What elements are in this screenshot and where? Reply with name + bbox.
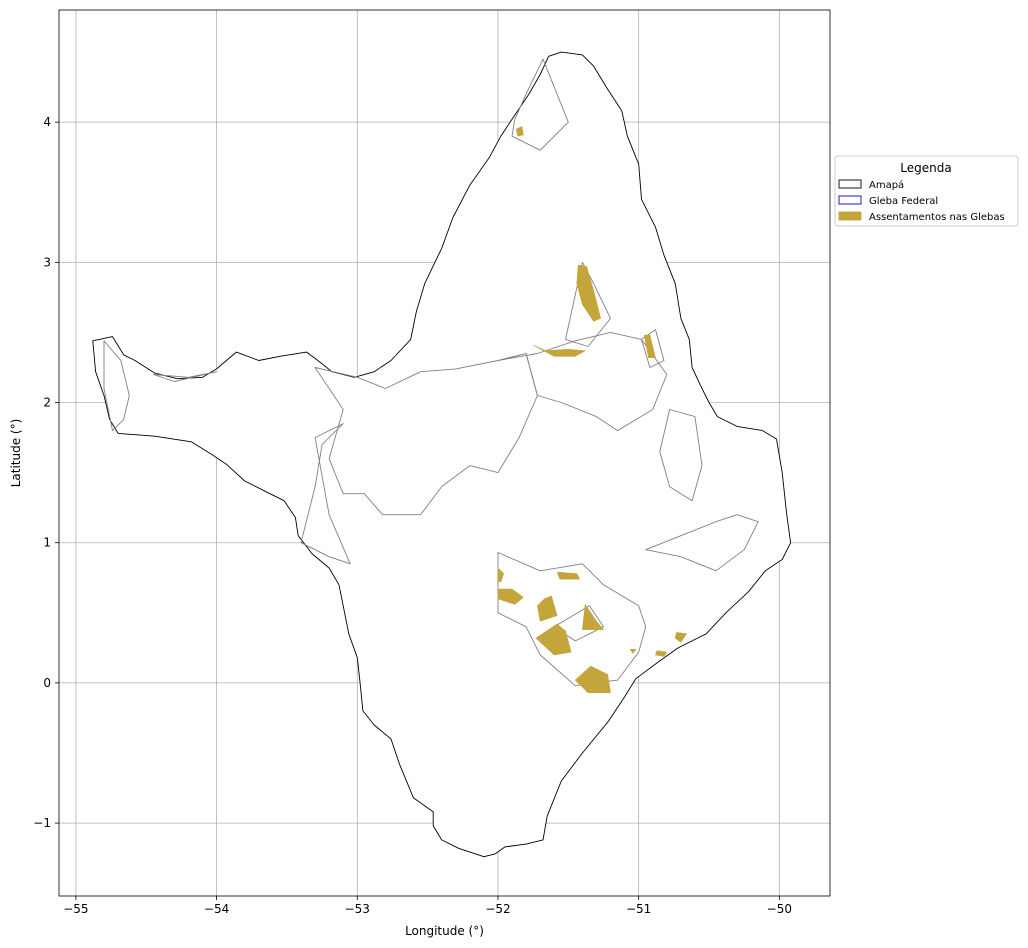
x-tick-label: −53 — [345, 902, 370, 916]
x-tick-label: −51 — [626, 902, 651, 916]
y-axis-label: Latitude (°) — [9, 419, 23, 488]
x-axis-label: Longitude (°) — [405, 924, 484, 938]
legend-label-gleba-federal: Gleba Federal — [869, 196, 938, 207]
y-tick-label: 2 — [43, 396, 51, 410]
x-tick-label: −50 — [767, 902, 792, 916]
assentamento-polygon — [515, 126, 524, 137]
y-tick-label: 0 — [43, 676, 51, 690]
assentamento-polygon — [497, 567, 504, 583]
assentamento-polygon — [535, 623, 572, 656]
assentamento-polygon — [576, 264, 602, 322]
legend-swatch-gleba-federal — [838, 195, 862, 205]
y-tick-label: 4 — [43, 115, 51, 129]
x-tick-label: −55 — [63, 902, 88, 916]
gleba-federal-polygon — [300, 423, 351, 565]
assentamento-polygon — [556, 571, 580, 580]
assentamento-polygon — [532, 344, 586, 357]
axis-ticks: −55 −54 −53 −52 −51 −50 −1 0 1 2 3 4 — [33, 115, 792, 916]
assentamento-polygon — [497, 588, 524, 605]
amapa-outline — [92, 51, 792, 858]
map-layers — [92, 51, 792, 858]
legend-box — [834, 155, 1019, 227]
legend-swatch-amapa — [838, 179, 862, 189]
assentamento-polygon — [655, 650, 668, 657]
legend-label-assentamentos: Assentamentos nas Glebas — [869, 212, 1005, 223]
y-tick-label: −1 — [33, 816, 51, 830]
assentamento-polygon — [582, 604, 604, 630]
assentamento-polygon — [574, 665, 611, 694]
assentamento-polygon — [629, 648, 637, 654]
gleba-federal-polygon — [553, 605, 604, 642]
assentamento-polygon — [537, 595, 558, 622]
y-tick-label: 1 — [43, 536, 51, 550]
gleba-federal-polygon — [497, 331, 668, 432]
plot-frame — [58, 9, 831, 897]
legend-label-amapa: Amapá — [869, 179, 904, 191]
gleba-federal-polygon — [497, 552, 647, 687]
gleba-federal-polygon — [314, 353, 538, 516]
gleba-federal-polygon — [641, 329, 665, 368]
legend-title: Legenda — [900, 161, 951, 175]
amapa-outline-layer — [92, 51, 792, 858]
x-tick-label: −52 — [485, 902, 510, 916]
gleba-federal-polygon — [511, 58, 569, 151]
gleba-federal-polygon — [152, 371, 218, 382]
gleba-federal-polygon — [645, 514, 759, 572]
gleba-federal-polygon — [103, 340, 130, 432]
y-tick-label: 3 — [43, 255, 51, 269]
gleba-federal-polygon — [659, 409, 703, 502]
legend-swatch-assentamentos — [838, 211, 862, 221]
assentamento-polygon — [674, 632, 687, 643]
legend: Legenda Amapá Gleba Federal Assentamento… — [834, 155, 1019, 227]
assentamento-polygon-layer — [497, 126, 687, 694]
assentamento-polygon — [643, 334, 656, 359]
x-tick-label: −54 — [204, 902, 229, 916]
gleba-federal-polygon-layer — [103, 58, 759, 687]
